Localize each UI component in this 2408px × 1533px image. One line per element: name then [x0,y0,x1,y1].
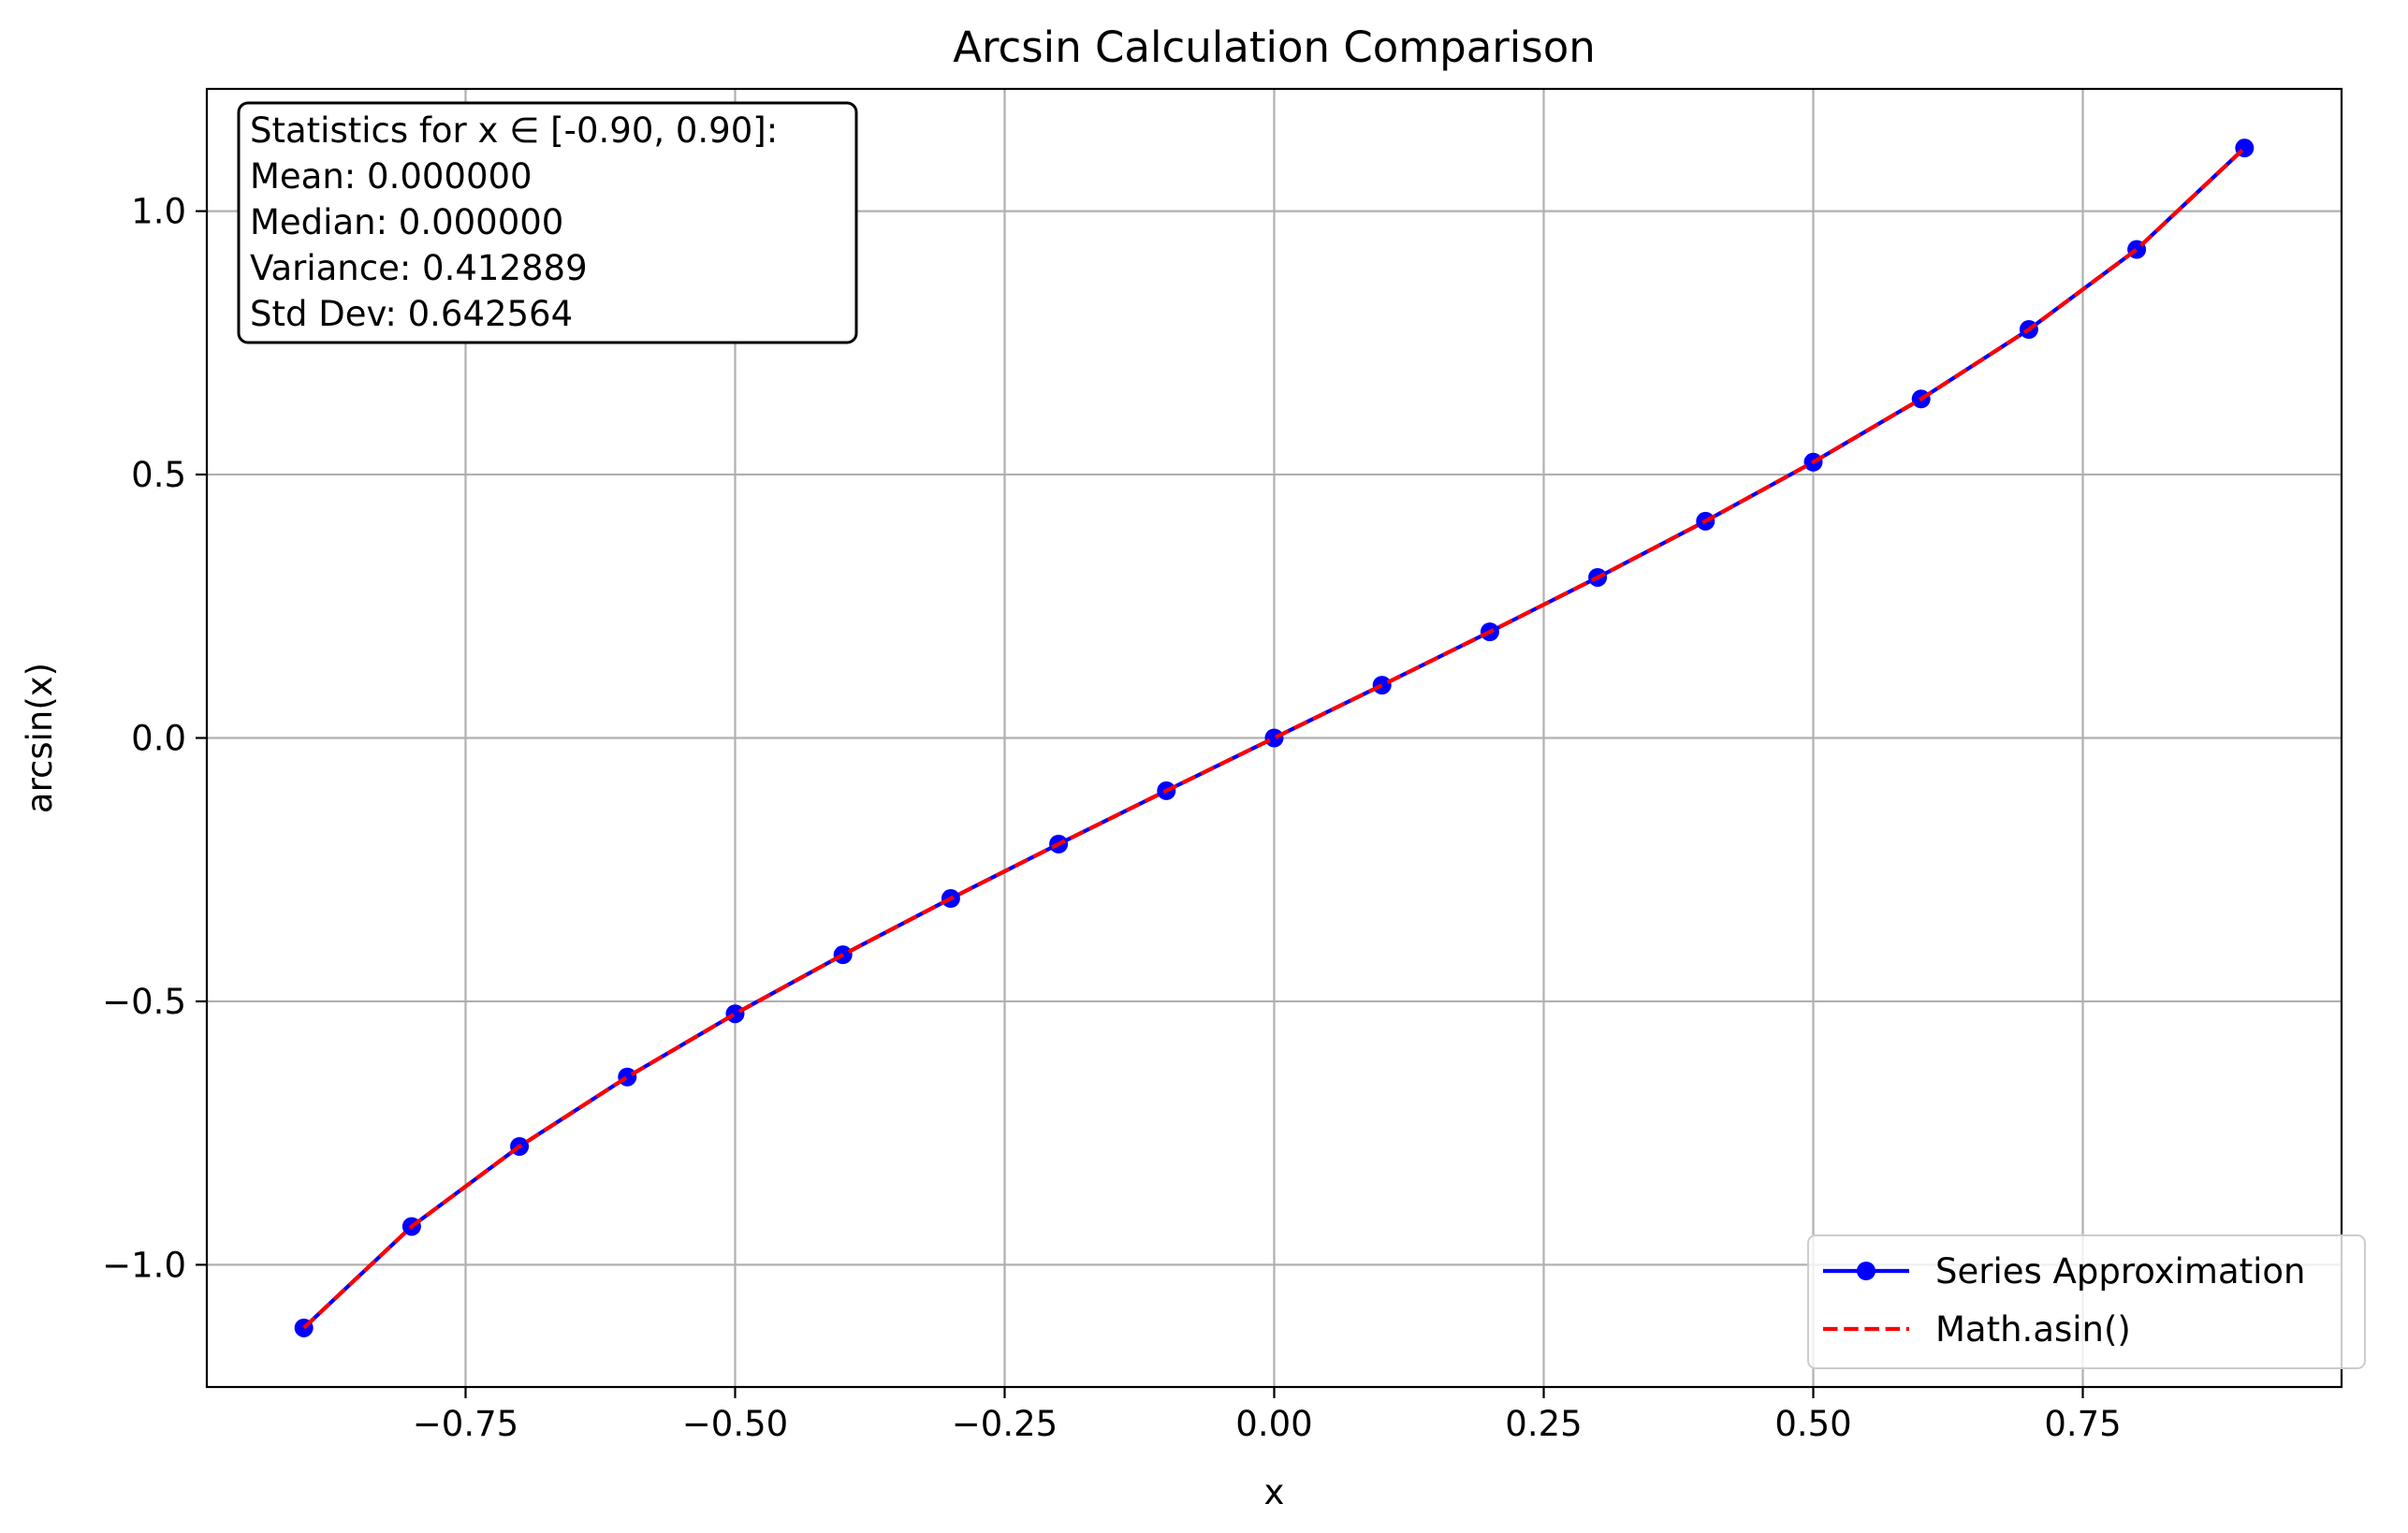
series-approximation-point [725,1004,745,1024]
math-asin-line [302,146,2246,1330]
statistics-box-frame [237,101,858,344]
x-tick-label: −0.75 [413,1404,518,1444]
legend: Series Approximation Math.asin() [1807,1234,2366,1369]
x-axis-label: x [1264,1472,1285,1512]
x-tick-label: 0.25 [1505,1404,1582,1444]
y-tick-label: −1.0 [102,1245,186,1285]
x-tick-label: 0.75 [2044,1404,2121,1444]
series-approximation-point [1372,676,1392,695]
legend-series-approximation-marker [1857,1262,1875,1280]
x-tick-label: 0.00 [1235,1404,1312,1444]
x-tick-label: −0.50 [682,1404,788,1444]
statistics-variance: Variance: 0.412889 [250,248,588,288]
plot-series [294,139,2255,1337]
legend-frame [1807,1234,2366,1369]
statistics-heading: Statistics for x ∈ [-0.90, 0.90]: [250,110,778,151]
y-tick-label: 0.0 [131,719,186,759]
y-axis-label: arcsin(x) [20,663,60,813]
statistics-std-dev: Std Dev: 0.642564 [250,294,573,334]
statistics-mean: Mean: 0.000000 [250,156,533,197]
y-tick-label: 0.5 [131,455,186,495]
legend-math-asin-label: Math.asin() [1935,1309,2131,1350]
axis-ticks: −0.75 −0.50 −0.25 0.00 0.25 0.50 0.75 −1.0 −0.5 0… [102,192,2122,1444]
y-tick-label: 1.0 [131,192,186,232]
chart-title: Arcsin Calculation Comparison [953,22,1596,72]
x-tick-label: −0.25 [952,1404,1058,1444]
statistics-box: Statistics for x ∈ [-0.90, 0.90]: Mean: … [237,101,858,344]
y-tick-label: −0.5 [102,982,186,1022]
legend-series-approximation-label: Series Approximation [1935,1251,2306,1292]
series-approximation-point [1264,728,1284,748]
x-tick-label: 0.50 [1774,1404,1851,1444]
statistics-median: Median: 0.000000 [250,202,563,242]
